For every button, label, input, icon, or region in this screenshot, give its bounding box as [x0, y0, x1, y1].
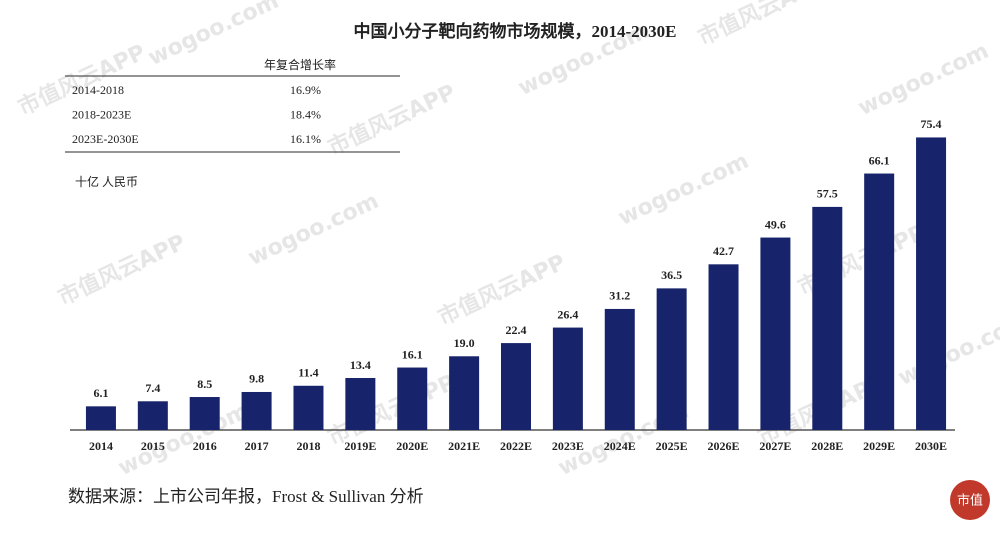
value-label: 26.4 — [557, 307, 578, 321]
x-tick-label: 2026E — [708, 439, 740, 453]
x-tick-label: 2017 — [245, 439, 269, 453]
value-label: 13.4 — [350, 358, 371, 372]
x-tick-label: 2029E — [863, 439, 895, 453]
table-period: 2023E-2030E — [72, 132, 139, 146]
x-tick-label: 2020E — [396, 439, 428, 453]
table-rate: 16.1% — [290, 132, 321, 146]
value-label: 36.5 — [661, 268, 682, 282]
value-label: 49.6 — [765, 217, 786, 231]
watermark: wogoo.com — [895, 309, 1000, 391]
x-tick-label: 2023E — [552, 439, 584, 453]
bar — [189, 397, 220, 430]
watermark: wogoo.com — [115, 399, 253, 481]
bar — [137, 401, 168, 430]
logo-badge — [950, 480, 990, 520]
x-tick-label: 2021E — [448, 439, 480, 453]
value-label: 75.4 — [921, 117, 942, 131]
x-tick-label: 2030E — [915, 439, 947, 453]
x-tick-label: 2024E — [604, 439, 636, 453]
value-label: 8.5 — [197, 377, 212, 391]
x-tick-label: 2025E — [656, 439, 688, 453]
x-tick-label: 2027E — [759, 439, 791, 453]
watermark: wogoo.com — [855, 39, 993, 121]
x-tick-label: 2028E — [811, 439, 843, 453]
table-rate: 16.9% — [290, 83, 321, 97]
bar — [864, 173, 895, 431]
table-header: 年复合增长率 — [264, 57, 336, 72]
value-label: 57.5 — [817, 187, 838, 201]
bar — [449, 356, 480, 430]
bar — [916, 137, 947, 430]
unit-label: 十亿 人民币 — [75, 174, 138, 189]
x-tick-label: 2016 — [193, 439, 217, 453]
bar — [604, 308, 635, 430]
table-period: 2014-2018 — [72, 83, 124, 97]
watermark: 市值风云APP — [54, 229, 189, 311]
bar — [345, 378, 376, 430]
value-label: 11.4 — [298, 366, 318, 380]
value-label: 66.1 — [869, 153, 890, 167]
watermark: wogoo.com — [245, 189, 383, 271]
value-label: 19.0 — [454, 336, 475, 350]
watermark: wogoo.com — [615, 149, 753, 231]
x-tick-label: 2018 — [296, 439, 320, 453]
table-period: 2018-2023E — [72, 107, 131, 121]
x-tick-label: 2015 — [141, 439, 165, 453]
value-label: 16.1 — [402, 347, 423, 361]
bar — [812, 206, 843, 430]
value-label: 7.4 — [145, 381, 160, 395]
bar — [293, 385, 324, 430]
x-tick-label: 2019E — [344, 439, 376, 453]
chart-title: 中国小分子靶向药物市场规模，2014-2030E — [354, 21, 677, 41]
watermark: 市值风云APP — [434, 249, 569, 331]
value-label: 31.2 — [609, 289, 630, 303]
value-label: 22.4 — [506, 323, 527, 337]
logo: 市值 — [957, 493, 983, 509]
bar — [656, 288, 687, 430]
bar — [241, 391, 272, 430]
bar — [708, 264, 739, 430]
source: 数据来源：上市公司年报，Frost & Sullivan 分析 — [68, 487, 424, 506]
watermark: 市值风云APP — [324, 79, 459, 161]
bar — [85, 406, 116, 430]
value-label: 6.1 — [93, 386, 108, 400]
bar — [501, 343, 531, 430]
x-tick-label: 2022E — [500, 439, 532, 453]
watermark: wogoo.com — [145, 0, 283, 71]
bar — [552, 327, 583, 430]
value-label: 42.7 — [713, 244, 734, 258]
bar — [397, 367, 428, 430]
value-label: 9.8 — [249, 372, 264, 386]
table-rate: 18.4% — [290, 107, 321, 121]
x-tick-label: 2014 — [89, 439, 113, 453]
watermark: 市值风云APP — [694, 0, 829, 51]
bar — [760, 237, 791, 430]
